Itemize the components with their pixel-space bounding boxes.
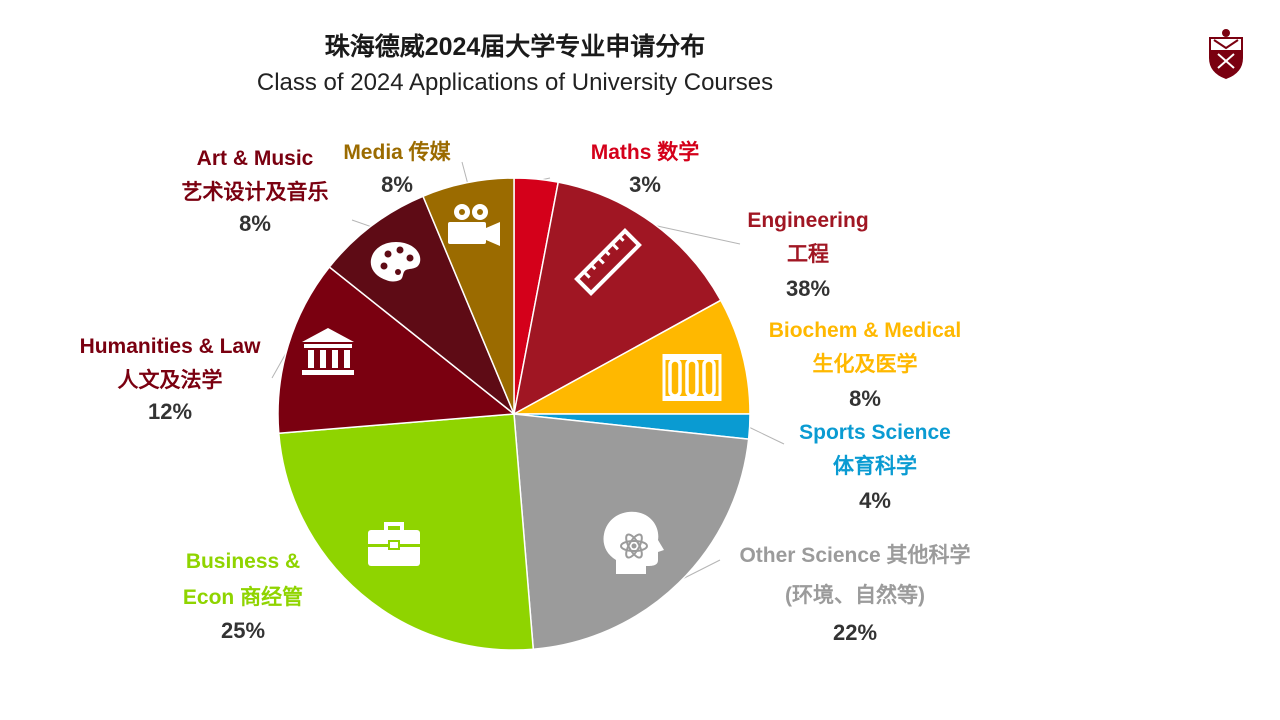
label-engineering: Engineering 工程 38% — [720, 204, 896, 306]
label-art: Art & Music 艺术设计及音乐 8% — [160, 142, 350, 238]
label-other-zh: (环境、自然等) — [785, 584, 925, 607]
chart-title: 珠海德威2024届大学专业申请分布 — [324, 33, 706, 61]
label-engineering-zh: 工程 — [787, 243, 829, 266]
label-business-en: Business & — [185, 550, 301, 573]
label-maths: Maths 数学 3% — [560, 136, 730, 200]
label-business-pct: 25% — [220, 618, 266, 643]
pie-slice — [513, 299, 751, 415]
label-biochem-zh: 生化及医学 — [812, 353, 918, 376]
label-humanities-pct: 12% — [147, 399, 193, 424]
pie-slice — [512, 181, 722, 416]
label-sports-en: Sports Science — [799, 421, 951, 444]
briefcase-icon — [368, 522, 420, 566]
label-business: Business & Econ 商经管 25% — [160, 544, 326, 646]
school-crest-icon — [1209, 29, 1243, 80]
label-sports-zh: 体育科学 — [833, 455, 917, 478]
label-business-zh: Econ 商经管 — [182, 586, 304, 609]
label-humanities: Humanities & Law 人文及法学 12% — [60, 330, 280, 426]
chart-subtitle: Class of 2024 Applications of University… — [256, 69, 774, 96]
label-engineering-en: Engineering — [747, 209, 869, 232]
label-art-pct: 8% — [239, 211, 271, 236]
label-humanities-en: Humanities & Law — [79, 335, 261, 358]
label-sports-pct: 4% — [859, 488, 891, 513]
label-maths-text: Maths 数学 — [590, 141, 700, 164]
label-media-pct: 8% — [381, 172, 413, 197]
museum-icon — [302, 328, 354, 375]
label-maths-pct: 3% — [629, 172, 661, 197]
label-humanities-zh: 人文及法学 — [117, 369, 223, 392]
ruler-icon — [574, 228, 642, 296]
palette-icon — [370, 242, 421, 282]
label-art-en: Art & Music — [196, 147, 314, 170]
leader-line — [747, 426, 785, 445]
label-other-science: Other Science 其他科学 (环境、自然等) 22% — [718, 538, 992, 648]
label-biochem: Biochem & Medical 生化及医学 8% — [760, 314, 970, 416]
leader-line — [351, 219, 374, 228]
science-head-icon — [603, 511, 664, 574]
label-other-en: Other Science 其他科学 — [739, 544, 971, 567]
label-media-text: Media 传媒 — [343, 141, 451, 164]
label-biochem-pct: 8% — [849, 386, 881, 411]
label-biochem-en: Biochem & Medical — [768, 319, 962, 342]
label-art-zh: 艺术设计及音乐 — [181, 181, 329, 204]
label-other-pct: 22% — [832, 620, 878, 645]
label-engineering-pct: 38% — [785, 276, 831, 301]
test-tubes-icon — [662, 354, 722, 401]
label-sports: Sports Science 体育科学 4% — [784, 416, 966, 518]
film-camera-icon — [448, 204, 500, 246]
pie-slice — [277, 265, 516, 435]
leader-line — [651, 224, 741, 245]
label-media: Media 传媒 8% — [322, 136, 472, 200]
leader-line — [461, 161, 469, 185]
